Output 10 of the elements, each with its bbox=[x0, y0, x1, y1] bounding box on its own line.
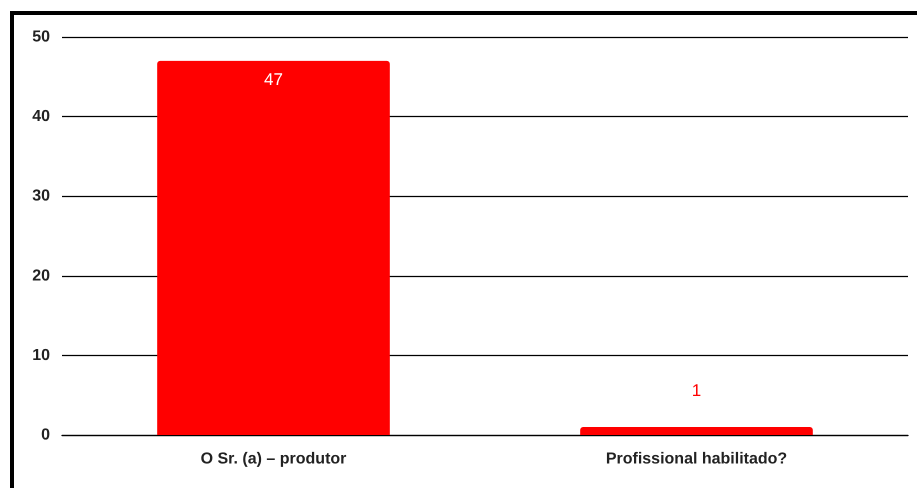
data-label: 1 bbox=[692, 381, 702, 400]
x-tick-label: O Sr. (a) – produtor bbox=[200, 450, 346, 468]
y-tick-label: 20 bbox=[32, 267, 50, 284]
x-tick-label: Profissional habilitado? bbox=[606, 450, 788, 468]
y-tick-label: 0 bbox=[41, 426, 50, 444]
y-tick-label: 10 bbox=[32, 346, 50, 364]
y-tick-label: 30 bbox=[32, 188, 50, 205]
y-tick-label: 50 bbox=[32, 28, 50, 46]
y-tick-label: 40 bbox=[32, 108, 50, 126]
data-label: 47 bbox=[264, 70, 283, 89]
